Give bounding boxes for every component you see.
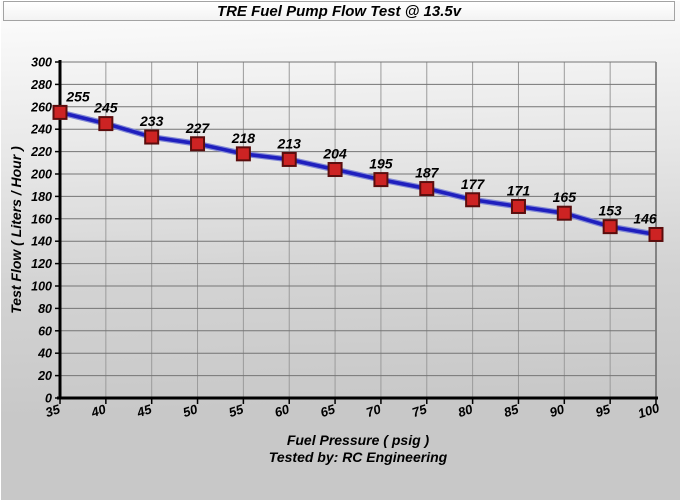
y-tick-label: 60 xyxy=(38,324,52,338)
y-tick-label: 180 xyxy=(31,190,52,204)
data-point-marker xyxy=(602,219,618,235)
data-point-marker xyxy=(52,104,68,120)
data-point-marker xyxy=(419,181,435,197)
data-point-marker xyxy=(144,129,160,145)
y-tick-label: 80 xyxy=(38,302,52,316)
tested-by-label: Tested by: RC Engineering xyxy=(268,449,448,465)
data-point-label: 171 xyxy=(507,182,531,198)
data-point-label: 227 xyxy=(185,120,211,136)
x-tick-label: 55 xyxy=(227,401,246,420)
x-tick-label: 85 xyxy=(502,401,521,420)
data-point-label: 233 xyxy=(139,113,164,129)
chart-title: TRE Fuel Pump Flow Test @ 13.5v xyxy=(216,2,462,20)
x-tick-label: 100 xyxy=(636,400,662,421)
series-line xyxy=(59,110,657,237)
data-point-marker xyxy=(556,205,572,221)
data-point-label: 177 xyxy=(461,176,486,192)
data-point-label: 218 xyxy=(231,130,256,146)
data-point-marker xyxy=(465,192,481,208)
data-point-label: 255 xyxy=(65,88,90,104)
x-tick-label: 35 xyxy=(43,401,62,420)
data-point-marker xyxy=(190,136,206,152)
data-point-label: 153 xyxy=(598,203,622,219)
data-point-marker xyxy=(510,198,526,214)
x-tick-label: 45 xyxy=(134,401,154,420)
data-point-label: 245 xyxy=(93,100,118,116)
x-tick-label: 95 xyxy=(594,401,613,420)
x-tick-label: 80 xyxy=(456,401,475,420)
y-tick-label: 0 xyxy=(45,392,52,406)
data-point-marker xyxy=(648,226,664,242)
x-tick-label: 60 xyxy=(273,401,292,420)
y-tick-label: 260 xyxy=(30,100,52,114)
x-tick-label: 65 xyxy=(318,401,337,420)
x-tick-label: 40 xyxy=(88,401,108,420)
data-point-marker xyxy=(373,172,389,188)
y-tick-label: 40 xyxy=(37,347,52,361)
data-point-marker xyxy=(281,151,297,167)
chart-title-box: TRE Fuel Pump Flow Test @ 13.5v xyxy=(3,1,675,21)
data-point-marker xyxy=(235,146,251,162)
x-tick-label: 70 xyxy=(364,401,383,420)
y-tick-label: 100 xyxy=(31,280,52,294)
x-tick-label: 75 xyxy=(410,401,429,420)
y-tick-label: 140 xyxy=(31,235,52,249)
data-point-label: 195 xyxy=(369,156,393,172)
data-point-label: 204 xyxy=(322,146,347,162)
data-point-label: 213 xyxy=(277,135,302,151)
data-point-label: 187 xyxy=(415,165,440,181)
data-point-label: 165 xyxy=(553,189,577,205)
y-tick-label: 120 xyxy=(31,257,52,271)
y-tick-label: 300 xyxy=(31,56,52,70)
y-axis-label: Test Flow ( Liters / Hour ) xyxy=(8,146,24,314)
x-tick-label: 50 xyxy=(181,401,200,420)
y-tick-label: 220 xyxy=(30,145,52,159)
y-tick-label: 160 xyxy=(31,212,52,226)
y-tick-label: 280 xyxy=(30,78,52,92)
data-point-marker xyxy=(98,116,114,132)
y-tick-label: 240 xyxy=(30,123,52,137)
y-tick-label: 200 xyxy=(30,168,52,182)
x-tick-label: 90 xyxy=(548,401,567,420)
x-axis-label: Fuel Pressure ( psig ) xyxy=(286,432,430,448)
data-point-label: 146 xyxy=(633,210,657,226)
y-tick-label: 20 xyxy=(37,369,52,383)
data-point-marker xyxy=(327,162,343,178)
